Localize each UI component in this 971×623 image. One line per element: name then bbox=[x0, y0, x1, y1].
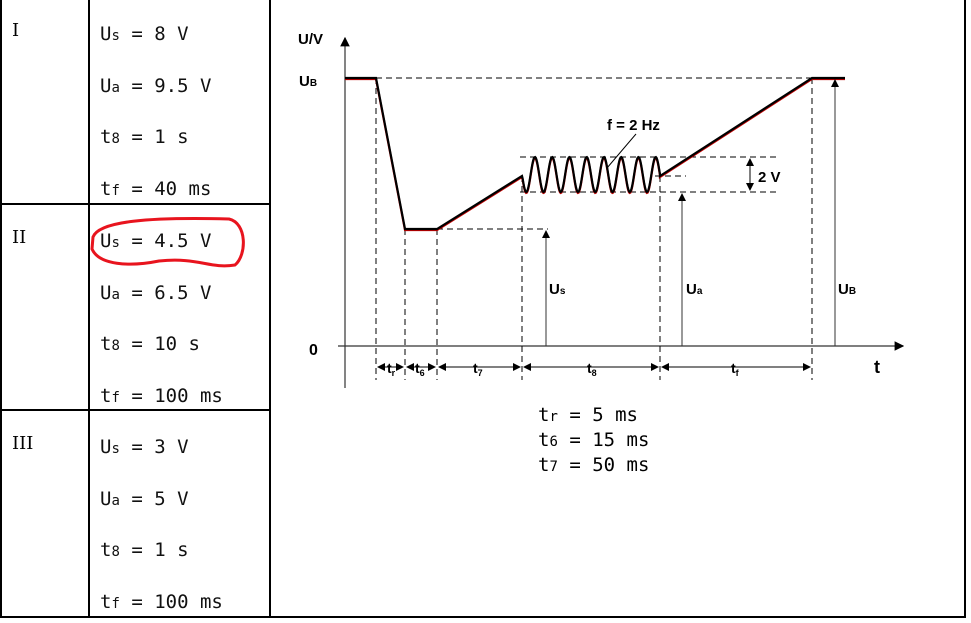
table-row-divider bbox=[0, 409, 271, 411]
parameter-value: t8 = 1 s bbox=[100, 539, 189, 561]
freq-leader-line bbox=[606, 133, 637, 169]
parameter-value: tf = 100 ms bbox=[100, 590, 223, 613]
timing-note: tr = 5 ms bbox=[538, 404, 638, 426]
timing-note: t7 = 50 ms bbox=[538, 454, 650, 476]
row-label: III bbox=[12, 433, 34, 454]
parameter-value: tf = 100 ms bbox=[100, 384, 223, 407]
us-label: Us bbox=[549, 281, 566, 298]
table-border-right bbox=[964, 0, 966, 618]
table-border-bottom bbox=[0, 616, 966, 618]
parameter-value: t8 = 10 s bbox=[100, 333, 200, 355]
parameter-value: Us = 8 V bbox=[100, 23, 189, 45]
row-label: I bbox=[12, 20, 20, 41]
table-row-divider bbox=[0, 203, 271, 205]
amplitude-label: 2 V bbox=[758, 169, 781, 186]
ub-label: UB bbox=[838, 281, 856, 298]
parameter-value: Ua = 9.5 V bbox=[100, 74, 212, 97]
table-divider-col bbox=[269, 0, 271, 618]
timing-note: t6 = 15 ms bbox=[538, 429, 650, 451]
y-axis-label: U/V bbox=[298, 31, 323, 48]
interval-label: tf bbox=[731, 360, 740, 378]
parameter-value: Ua = 6.5 V bbox=[100, 281, 212, 304]
table-divider-col bbox=[88, 0, 90, 618]
zero-label: 0 bbox=[309, 342, 318, 359]
table-border-left bbox=[0, 0, 2, 618]
row-label: II bbox=[12, 227, 27, 248]
interval-label: t7 bbox=[473, 360, 483, 378]
voltage-curve-shadow bbox=[345, 77, 845, 232]
parameter-value: t8 = 1 s bbox=[100, 126, 189, 148]
voltage-curve bbox=[345, 76, 845, 231]
interval-label: tr bbox=[387, 360, 396, 378]
parameter-value: Us = 3 V bbox=[100, 436, 189, 458]
frequency-label: f = 2 Hz bbox=[607, 117, 660, 134]
interval-label: t6 bbox=[415, 360, 425, 378]
interval-label: t8 bbox=[587, 360, 597, 378]
red-hand-drawn-circle bbox=[90, 217, 245, 268]
parameter-value: Ua = 5 V bbox=[100, 487, 189, 510]
guide-lines bbox=[375, 77, 813, 380]
parameter-value: tf = 40 ms bbox=[100, 177, 212, 200]
ua-label: Ua bbox=[686, 281, 703, 298]
ub-axis-label: UB bbox=[299, 73, 317, 90]
x-axis-label: t bbox=[874, 357, 880, 377]
parameter-value: Us = 4.5 V bbox=[100, 230, 212, 252]
